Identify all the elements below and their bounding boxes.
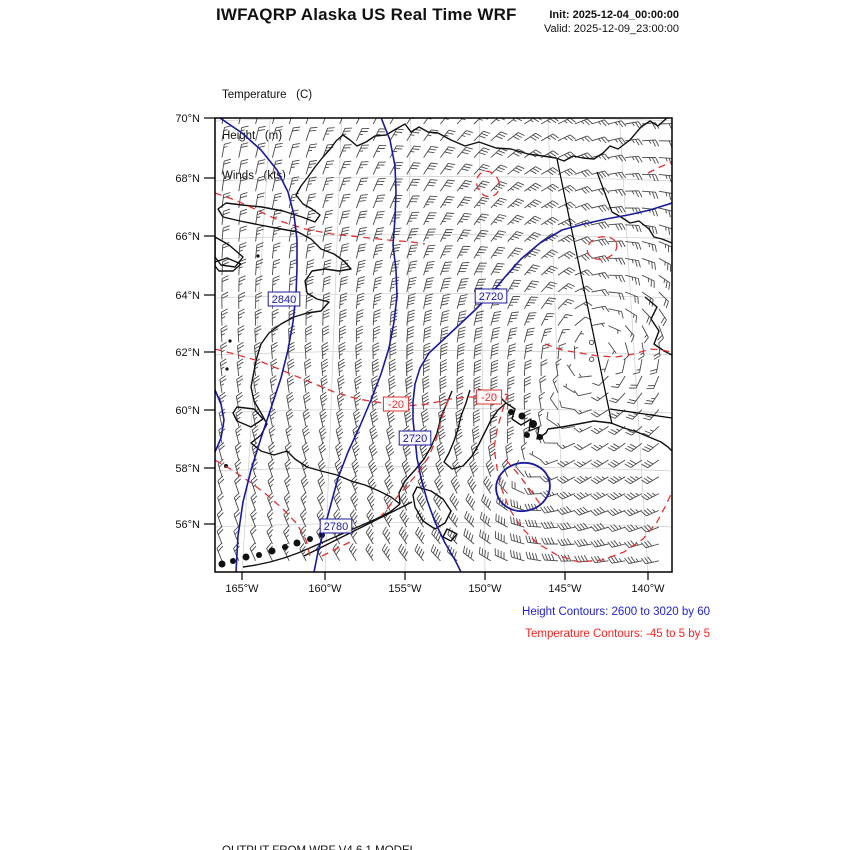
- height-contour-label: 2780: [324, 521, 348, 533]
- temperature-contour-label-box: [475, 389, 503, 405]
- init-timestamp: Init: 2025-12-04_00:00:00: [549, 9, 679, 21]
- model-timestamps: Init: 2025-12-04_00:00:00 Valid: 2025-12…: [544, 8, 679, 36]
- lat-tick-label: 62°N: [175, 347, 200, 359]
- height-contour-label-box: [474, 288, 508, 304]
- height-contour-label: 2720: [403, 433, 427, 445]
- height-contour-layer: [215, 118, 672, 572]
- map-frame: [214, 117, 673, 573]
- model-config-footer: OUTPUT FROM WRF V4.6.1 MODEL WE = 225 ; …: [222, 816, 674, 850]
- lat-tick-label: 64°N: [175, 290, 200, 302]
- temperature-contour-label: -20: [388, 399, 404, 411]
- temperature-contour-label-box: [382, 396, 410, 412]
- height-contour-label-box: [398, 430, 432, 446]
- height-contour-label: 2840: [272, 294, 296, 306]
- wind-barbs-layer: [216, 118, 672, 565]
- border-layer: [556, 158, 672, 425]
- lat-tick-label: 60°N: [175, 405, 200, 417]
- lat-tick-label: 70°N: [175, 113, 200, 125]
- model-version-line: OUTPUT FROM WRF V4.6.1 MODEL: [222, 844, 674, 850]
- page-title: IWFAQRP Alaska US Real Time WRF: [216, 5, 517, 24]
- valid-timestamp: Valid: 2025-12-09_23:00:00: [544, 23, 679, 35]
- lat-tick-label: 56°N: [175, 519, 200, 531]
- temperature-contour-label: -20: [481, 392, 497, 404]
- lon-tick-label: 150°W: [468, 583, 502, 595]
- axis-labels-layer: 70°N 68°N 66°N 64°N 62°N 60°N 58°N 56°N 165°W 160…: [175, 113, 665, 595]
- temperature-contour-layer: [215, 161, 672, 563]
- lat-tick-label: 66°N: [175, 231, 200, 243]
- height-contour-label-box: [319, 518, 353, 534]
- lat-tick-label: 68°N: [175, 173, 200, 185]
- lon-tick-label: 140°W: [631, 583, 665, 595]
- lon-tick-label: 165°W: [225, 583, 259, 595]
- temperature-contours-caption: Temperature Contours: -45 to 5 by 5: [525, 628, 710, 640]
- height-contours-caption: Height Contours: 2600 to 3020 by 60: [522, 606, 710, 618]
- height-contour-label-box: [267, 291, 301, 307]
- lat-tick-label: 58°N: [175, 463, 200, 475]
- island-blobs: [218, 254, 543, 568]
- contour-labels-layer: 2840 2720 2720 2780 -20 -20: [267, 288, 508, 534]
- height-contour-label: 2720: [479, 291, 503, 303]
- lon-tick-label: 145°W: [548, 583, 582, 595]
- legend-temperature: Temperature (C): [222, 89, 313, 101]
- lon-tick-label: 160°W: [308, 583, 342, 595]
- lon-tick-label: 155°W: [388, 583, 422, 595]
- axis-layer: [204, 117, 649, 580]
